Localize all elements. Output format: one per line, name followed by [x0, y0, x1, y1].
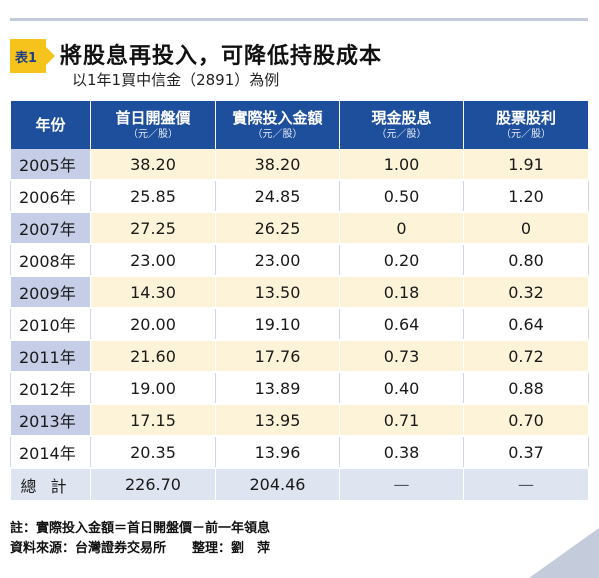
table-row: 2011年 21.60 17.76 0.73 0.72: [10, 340, 589, 373]
cell-total-stock-dividend: —: [463, 468, 589, 502]
cell-actual-investment: 13.50: [215, 276, 340, 309]
footnote-definition: 註：實際投入金額＝首日開盤價－前一年領息: [10, 521, 271, 536]
cell-stock-dividend: 0.37: [463, 436, 589, 469]
table-row: 2008年 23.00 23.00 0.20 0.80: [10, 244, 589, 277]
cell-year: 2010年: [10, 308, 91, 341]
table-row: 2005年 38.20 38.20 1.00 1.91: [10, 149, 589, 181]
cell-open-price: 38.20: [90, 149, 216, 181]
footnotes: 註：實際投入金額＝首日開盤價－前一年領息 資料來源：台灣證券交易所 整理：劉 萍: [10, 519, 588, 559]
cell-year: 2011年: [10, 340, 91, 373]
cell-actual-investment: 38.20: [215, 149, 340, 181]
column-unit: （元／股）: [501, 128, 551, 140]
cell-actual-investment: 13.89: [215, 372, 340, 405]
cell-actual-investment: 19.10: [215, 308, 340, 341]
table-row: 2010年 20.00 19.10 0.64 0.64: [10, 308, 589, 341]
page-title: 將股息再投入，可降低持股成本: [60, 44, 383, 69]
footnote-source: 資料來源：台灣證券交易所 整理：劉 萍: [10, 541, 271, 556]
cell-actual-investment: 17.76: [215, 340, 340, 373]
cell-year: 2012年: [10, 372, 91, 405]
cell-cash-dividend: 0: [339, 212, 464, 245]
cell-cash-dividend: 0.20: [339, 244, 464, 277]
cell-year: 2013年: [10, 404, 91, 437]
cell-cash-dividend: 0.38: [339, 436, 464, 469]
cell-open-price: 25.85: [90, 180, 216, 213]
table-total-row: 總計 226.70 204.46 — —: [10, 468, 589, 502]
cell-year: 2006年: [10, 180, 91, 213]
cell-year: 2009年: [10, 276, 91, 309]
table-row: 2013年 17.15 13.95 0.71 0.70: [10, 404, 589, 437]
cell-year: 2007年: [10, 212, 91, 245]
cell-cash-dividend: 0.71: [339, 404, 464, 437]
cell-open-price: 20.35: [90, 436, 216, 469]
cell-cash-dividend: 0.18: [339, 276, 464, 309]
cell-open-price: 14.30: [90, 276, 216, 309]
cell-stock-dividend: 0.64: [463, 308, 589, 341]
table-tag: 表1: [10, 39, 46, 73]
cell-actual-investment: 13.96: [215, 436, 340, 469]
table-row: 2012年 19.00 13.89 0.40 0.88: [10, 372, 589, 405]
cell-total-actual-investment: 204.46: [215, 468, 340, 502]
cell-stock-dividend: 0: [463, 212, 589, 245]
column-unit: （元／股）: [376, 128, 427, 140]
dividend-table: 年份 首日開盤價 （元／股） 實際投入金額 （元／股） 現金股息 （元／股） 股票股利…: [10, 101, 589, 502]
top-rule: [10, 18, 588, 21]
column-header-year: 年份: [10, 101, 91, 149]
column-unit: （元／股）: [252, 128, 303, 140]
cell-actual-investment: 13.95: [215, 404, 340, 437]
cell-open-price: 19.00: [90, 372, 216, 405]
table-header-row: 年份 首日開盤價 （元／股） 實際投入金額 （元／股） 現金股息 （元／股） 股票股利…: [10, 101, 589, 149]
cell-open-price: 21.60: [90, 340, 216, 373]
cell-year: 2005年: [10, 149, 91, 181]
column-unit: （元／股）: [128, 128, 178, 140]
cell-cash-dividend: 0.40: [339, 372, 464, 405]
cell-stock-dividend: 1.20: [463, 180, 589, 213]
cell-actual-investment: 26.25: [215, 212, 340, 245]
cell-stock-dividend: 0.88: [463, 372, 589, 405]
cell-open-price: 20.00: [90, 308, 216, 341]
cell-total-open-price: 226.70: [90, 468, 216, 502]
cell-cash-dividend: 0.50: [339, 180, 464, 213]
cell-total-cash-dividend: —: [339, 468, 464, 502]
column-header-actual-investment: 實際投入金額 （元／股）: [215, 101, 340, 149]
table-row: 2007年 27.25 26.25 0 0: [10, 212, 589, 245]
column-header-open-price: 首日開盤價 （元／股）: [90, 101, 216, 149]
tag-arrow-icon: [46, 47, 55, 65]
column-header-cash-dividend: 現金股息 （元／股）: [339, 101, 464, 149]
cell-actual-investment: 24.85: [215, 180, 340, 213]
cell-open-price: 27.25: [90, 212, 216, 245]
corner-decoration: [529, 528, 599, 578]
cell-cash-dividend: 1.00: [339, 149, 464, 181]
cell-stock-dividend: 0.80: [463, 244, 589, 277]
cell-cash-dividend: 0.64: [339, 308, 464, 341]
cell-year: 2014年: [10, 436, 91, 469]
column-header-stock-dividend: 股票股利 （元／股）: [463, 101, 589, 149]
cell-open-price: 23.00: [90, 244, 216, 277]
cell-stock-dividend: 0.32: [463, 276, 589, 309]
cell-year: 2008年: [10, 244, 91, 277]
table-row: 2014年 20.35 13.96 0.38 0.37: [10, 436, 589, 469]
cell-cash-dividend: 0.73: [339, 340, 464, 373]
cell-total-label: 總計: [10, 468, 91, 502]
table-row: 2006年 25.85 24.85 0.50 1.20: [10, 180, 589, 213]
cell-stock-dividend: 0.70: [463, 404, 589, 437]
cell-stock-dividend: 0.72: [463, 340, 589, 373]
cell-stock-dividend: 1.91: [463, 149, 589, 181]
table-row: 2009年 14.30 13.50 0.18 0.32: [10, 276, 589, 309]
page-subtitle: 以1年1買中信金（2891）為例: [72, 71, 280, 89]
cell-actual-investment: 23.00: [215, 244, 340, 277]
cell-open-price: 17.15: [90, 404, 216, 437]
